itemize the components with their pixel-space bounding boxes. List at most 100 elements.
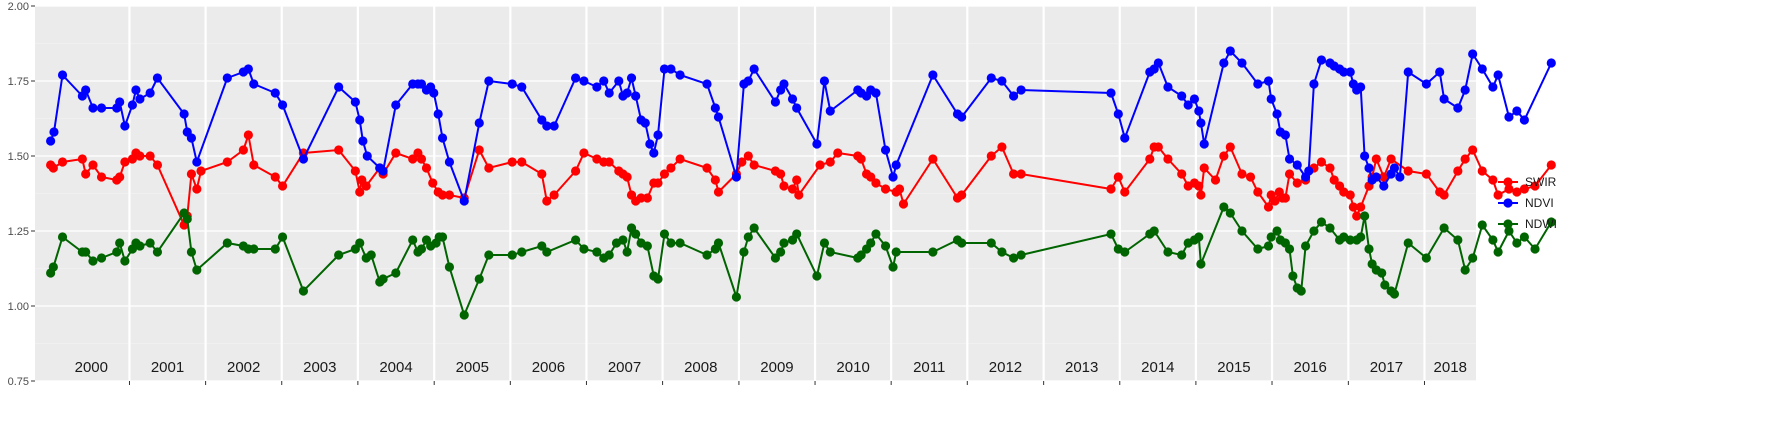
data-point-ndvi [1263,76,1274,86]
data-point-swir [186,169,197,179]
data-point-ndwi [702,250,712,260]
data-point-ndvi [997,76,1007,86]
data-point-swir [542,196,552,206]
data-point-ndwi [592,247,602,257]
data-point-ndvi [49,127,59,137]
data-point-swir [792,175,802,185]
data-point-swir [1225,142,1235,152]
data-point-ndvi [792,103,802,113]
data-point-swir [702,163,712,173]
data-point-ndwi [1194,232,1204,242]
data-point-swir [1477,166,1487,176]
data-point-swir [675,154,685,164]
data-point-ndwi [1163,247,1173,257]
data-point-ndvi [145,88,155,98]
data-point-ndvi [928,70,938,80]
data-point-ndwi [1519,232,1529,242]
data-point-swir [421,163,432,173]
data-point-ndvi [1016,85,1026,95]
data-point-ndvi [702,79,712,89]
legend-label-ndvi: NDVI [1525,196,1554,210]
data-point-ndvi [437,133,448,143]
data-point-ndwi [437,232,448,242]
data-point-ndvi [1120,133,1130,143]
data-point-swir [880,184,891,194]
data-point-swir [507,157,517,167]
data-point-swir [484,163,494,173]
data-point-ndvi [1439,94,1449,104]
data-point-swir [622,172,632,182]
data-point-ndwi [1356,232,1366,242]
year-label: 2014 [1141,359,1174,376]
data-point-ndwi [1288,271,1298,281]
data-point-swir [416,154,427,164]
data-point-swir [1379,172,1389,182]
data-point-ndvi [1395,172,1405,182]
data-point-swir [474,145,484,155]
data-point-ndwi [1263,241,1274,251]
data-point-ndvi [362,151,372,161]
data-point-ndvi [640,118,650,128]
data-point-swir [81,169,91,179]
data-point-swir [957,190,967,200]
year-label: 2012 [989,359,1022,376]
data-point-swir [666,163,676,173]
data-point-swir [659,169,670,179]
data-point-ndwi [152,247,163,257]
data-point-ndwi [444,262,455,272]
data-point-swir [1194,181,1204,191]
data-point-ndwi [416,244,427,254]
data-point-ndvi [222,73,232,83]
data-point-swir [1263,202,1274,212]
data-point-ndwi [675,238,685,248]
data-point-swir [88,160,98,170]
legend-label-ndwi: NDWI [1525,217,1557,231]
data-point-swir [1371,154,1381,164]
data-point-swir [222,157,232,167]
data-point-swir [1284,169,1295,179]
data-point-ndvi [1371,172,1381,182]
data-point-swir [1329,175,1339,185]
data-point-ndvi [355,115,365,125]
data-point-ndvi [592,82,602,92]
data-point-ndwi [1316,217,1327,227]
data-point-ndwi [1460,265,1470,275]
data-point-ndwi [1325,223,1335,233]
data-point-ndwi [120,256,130,266]
data-point-ndwi [1009,253,1019,263]
data-point-swir [1016,169,1026,179]
data-point-ndvi [1468,49,1478,59]
data-point-ndvi [46,136,56,146]
data-point-ndvi [1153,58,1163,68]
data-point-ndvi [517,82,527,92]
data-point-ndvi [391,100,401,110]
data-point-ndvi [1519,115,1529,125]
year-label: 2006 [532,359,565,376]
data-point-swir [1453,166,1463,176]
data-point-ndwi [1149,226,1159,236]
data-point-ndwi [1488,235,1498,245]
data-point-swir [361,181,371,191]
data-point-ndwi [1266,232,1276,242]
data-point-swir [1177,169,1187,179]
data-point-swir [833,148,843,158]
data-point-ndwi [334,250,344,260]
data-point-ndvi [1421,79,1431,89]
data-point-ndwi [749,223,759,233]
data-point-swir [898,199,909,209]
data-point-swir [196,166,206,176]
year-label: 2015 [1217,359,1250,376]
data-point-ndwi [1300,241,1311,251]
data-point-ndvi [675,70,685,80]
data-point-swir [549,190,559,200]
data-point-ndvi [710,103,720,113]
y-tick-label: 1.50 [8,151,29,163]
data-point-swir [787,184,798,194]
data-point-ndvi [192,157,202,167]
data-point-ndwi [571,235,581,245]
data-point-ndvi [653,130,663,140]
data-point-ndvi [1546,58,1556,68]
data-point-swir [1113,172,1123,182]
y-tick-label: 2.00 [8,1,29,13]
data-point-swir [1196,190,1206,200]
